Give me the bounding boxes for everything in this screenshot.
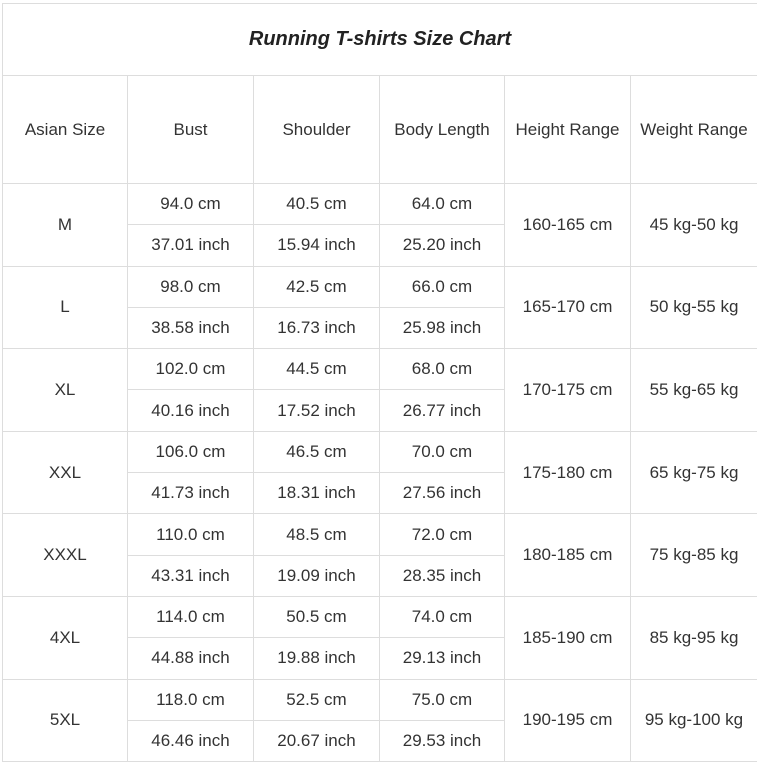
body-length-inch-cell: 26.77 inch (380, 390, 505, 431)
height-range-cell: 160-165 cm (505, 184, 631, 267)
weight-range-cell: 45 kg-50 kg (631, 184, 757, 267)
bust-inch-cell: 43.31 inch (128, 555, 254, 596)
shoulder-cm-cell: 40.5 cm (254, 184, 380, 225)
shoulder-inch-cell: 16.73 inch (254, 307, 380, 348)
shoulder-inch-cell: 17.52 inch (254, 390, 380, 431)
shoulder-cm-cell: 46.5 cm (254, 431, 380, 472)
shoulder-cm-cell: 48.5 cm (254, 514, 380, 555)
body-length-cm-cell: 64.0 cm (380, 184, 505, 225)
shoulder-inch-cell: 20.67 inch (254, 720, 380, 761)
header-bust: Bust (128, 76, 254, 184)
body-length-inch-cell: 29.53 inch (380, 720, 505, 761)
height-range-cell: 170-175 cm (505, 349, 631, 432)
height-range-cell: 165-170 cm (505, 266, 631, 349)
weight-range-cell: 85 kg-95 kg (631, 596, 757, 679)
weight-range-cell: 75 kg-85 kg (631, 514, 757, 597)
bust-inch-cell: 41.73 inch (128, 473, 254, 514)
size-chart-table: Running T-shirts Size Chart Asian Size B… (2, 3, 757, 762)
bust-inch-cell: 37.01 inch (128, 225, 254, 266)
shoulder-inch-cell: 18.31 inch (254, 473, 380, 514)
header-row: Asian Size Bust Shoulder Body Length Hei… (3, 76, 757, 184)
weight-range-cell: 55 kg-65 kg (631, 349, 757, 432)
weight-range-cell: 65 kg-75 kg (631, 431, 757, 514)
shoulder-cm-cell: 44.5 cm (254, 349, 380, 390)
bust-cm-cell: 98.0 cm (128, 266, 254, 307)
table-title: Running T-shirts Size Chart (3, 4, 757, 76)
size-cell: M (3, 184, 128, 267)
bust-cm-cell: 114.0 cm (128, 596, 254, 637)
body-length-cm-cell: 70.0 cm (380, 431, 505, 472)
size-cell: XL (3, 349, 128, 432)
shoulder-inch-cell: 15.94 inch (254, 225, 380, 266)
weight-range-cell: 50 kg-55 kg (631, 266, 757, 349)
header-shoulder: Shoulder (254, 76, 380, 184)
height-range-cell: 180-185 cm (505, 514, 631, 597)
shoulder-inch-cell: 19.09 inch (254, 555, 380, 596)
body-length-inch-cell: 25.98 inch (380, 307, 505, 348)
shoulder-inch-cell: 19.88 inch (254, 638, 380, 679)
header-body-length: Body Length (380, 76, 505, 184)
header-weight-range: Weight Range (631, 76, 757, 184)
height-range-cell: 175-180 cm (505, 431, 631, 514)
body-length-inch-cell: 27.56 inch (380, 473, 505, 514)
size-cell: XXXL (3, 514, 128, 597)
body-length-cm-cell: 72.0 cm (380, 514, 505, 555)
size-cell: L (3, 266, 128, 349)
bust-inch-cell: 40.16 inch (128, 390, 254, 431)
size-cell: 5XL (3, 679, 128, 762)
size-cell: 4XL (3, 596, 128, 679)
body-length-cm-cell: 75.0 cm (380, 679, 505, 720)
bust-inch-cell: 38.58 inch (128, 307, 254, 348)
shoulder-cm-cell: 50.5 cm (254, 596, 380, 637)
shoulder-cm-cell: 52.5 cm (254, 679, 380, 720)
bust-cm-cell: 118.0 cm (128, 679, 254, 720)
bust-cm-cell: 102.0 cm (128, 349, 254, 390)
weight-range-cell: 95 kg-100 kg (631, 679, 757, 762)
body-length-cm-cell: 74.0 cm (380, 596, 505, 637)
body-length-inch-cell: 29.13 inch (380, 638, 505, 679)
height-range-cell: 190-195 cm (505, 679, 631, 762)
shoulder-cm-cell: 42.5 cm (254, 266, 380, 307)
bust-cm-cell: 94.0 cm (128, 184, 254, 225)
body-length-cm-cell: 66.0 cm (380, 266, 505, 307)
bust-inch-cell: 44.88 inch (128, 638, 254, 679)
header-height-range: Height Range (505, 76, 631, 184)
body-length-cm-cell: 68.0 cm (380, 349, 505, 390)
header-asian-size: Asian Size (3, 76, 128, 184)
body-length-inch-cell: 25.20 inch (380, 225, 505, 266)
body-length-inch-cell: 28.35 inch (380, 555, 505, 596)
height-range-cell: 185-190 cm (505, 596, 631, 679)
bust-cm-cell: 106.0 cm (128, 431, 254, 472)
bust-cm-cell: 110.0 cm (128, 514, 254, 555)
bust-inch-cell: 46.46 inch (128, 720, 254, 761)
size-cell: XXL (3, 431, 128, 514)
